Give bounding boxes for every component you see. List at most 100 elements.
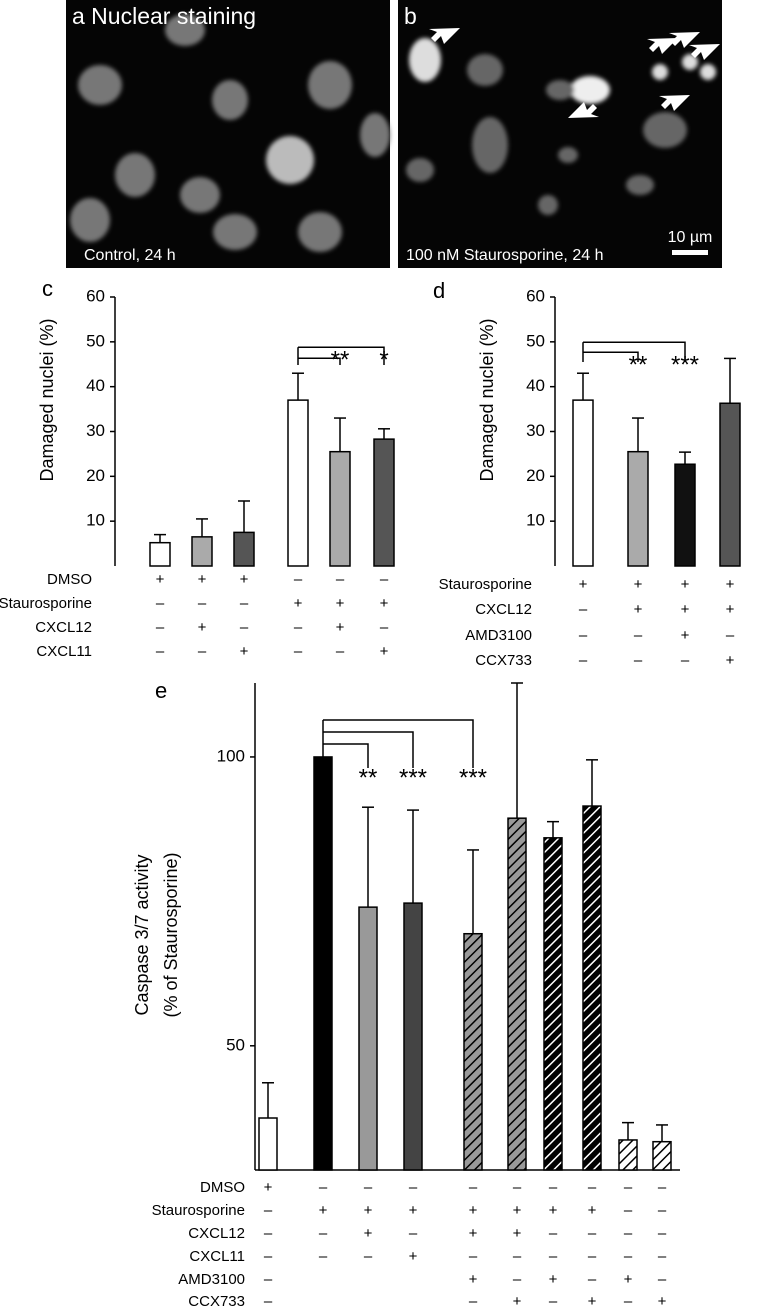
condition-mark: + [319, 1202, 328, 1219]
condition-mark: – [549, 1179, 558, 1196]
condition-mark: + [469, 1225, 478, 1242]
condition-mark: – [588, 1225, 597, 1242]
condition-mark: + [588, 1202, 597, 1219]
bracket [323, 719, 474, 768]
micrograph-b: b 100 nM Staurosporine, 24 h 10 µm [398, 0, 722, 268]
significance-label: ** [331, 346, 350, 373]
condition-label: CXCL11 [36, 643, 92, 660]
condition-mark: + [726, 576, 735, 593]
condition-mark: – [658, 1179, 667, 1196]
y-tick-label: 60 [86, 286, 105, 305]
y-tick-label: 100 [217, 746, 245, 765]
condition-mark: + [364, 1202, 373, 1219]
condition-mark: – [264, 1271, 273, 1288]
y-tick-label: 60 [526, 286, 545, 305]
bar [358, 906, 378, 1171]
significance-label: ** [359, 764, 378, 791]
y-tick-label: 40 [86, 376, 105, 395]
condition-mark: + [634, 576, 643, 593]
error-bar [334, 417, 346, 452]
condition-mark: – [624, 1202, 633, 1219]
bracket [298, 357, 341, 365]
condition-mark: + [198, 619, 207, 636]
error-bar [724, 357, 736, 404]
y-axis-label: Damaged nuclei (%) [37, 318, 57, 481]
condition-mark: – [634, 627, 643, 644]
condition-mark: – [681, 652, 690, 669]
bar [233, 531, 255, 567]
condition-mark: + [380, 643, 389, 660]
condition-mark: + [469, 1202, 478, 1219]
condition-mark: – [549, 1225, 558, 1242]
condition-mark: – [513, 1248, 522, 1265]
bar [719, 402, 741, 567]
condition-mark: – [156, 643, 165, 660]
error-bar [547, 820, 559, 838]
condition-mark: + [549, 1271, 558, 1288]
condition-mark: – [624, 1248, 633, 1265]
condition-mark: – [624, 1293, 633, 1308]
significance-label: ** [629, 351, 648, 378]
condition-mark: – [579, 652, 588, 669]
y-tick-label: 50 [86, 331, 105, 350]
condition-mark: – [264, 1293, 273, 1308]
condition-mark: – [294, 619, 303, 636]
error-bar [378, 428, 390, 440]
bracket [583, 341, 686, 362]
condition-mark: – [588, 1179, 597, 1196]
error-bar [656, 1124, 668, 1142]
bar [287, 399, 309, 567]
bar [463, 932, 483, 1171]
panel-label: c [42, 276, 53, 301]
caption-a: Control, 24 h [84, 247, 176, 264]
condition-mark: – [319, 1179, 328, 1196]
condition-mark: + [264, 1179, 273, 1196]
condition-mark: – [409, 1225, 418, 1242]
condition-label: DMSO [47, 571, 92, 588]
condition-mark: – [469, 1293, 478, 1308]
error-bar [586, 759, 598, 807]
condition-mark: – [198, 595, 207, 612]
bracket [323, 731, 414, 768]
condition-mark: + [681, 601, 690, 618]
condition-mark: + [658, 1293, 667, 1308]
significance-label: *** [671, 351, 699, 378]
condition-mark: – [364, 1179, 373, 1196]
bar [543, 837, 563, 1171]
bar [373, 438, 395, 567]
condition-mark: + [336, 595, 345, 612]
condition-mark: – [658, 1225, 667, 1242]
error-bar [467, 849, 479, 934]
bar [572, 399, 594, 567]
condition-mark: – [579, 627, 588, 644]
y-tick-label: 20 [86, 466, 105, 485]
error-bar [407, 809, 419, 904]
condition-mark: – [409, 1179, 418, 1196]
condition-mark: + [513, 1225, 522, 1242]
condition-mark: – [469, 1179, 478, 1196]
y-tick-label: 30 [86, 421, 105, 440]
y-axis-label: Damaged nuclei (%) [477, 318, 497, 481]
condition-mark: – [319, 1248, 328, 1265]
panel-b-label: b [404, 3, 417, 29]
significance-label: *** [459, 764, 487, 791]
condition-mark: + [549, 1202, 558, 1219]
error-bar [577, 372, 589, 401]
y-tick-label: 50 [226, 1035, 245, 1054]
condition-mark: – [240, 595, 249, 612]
condition-mark: – [579, 601, 588, 618]
condition-mark: – [513, 1179, 522, 1196]
bracket [583, 351, 639, 362]
condition-label: CXCL12 [475, 601, 532, 618]
condition-mark: – [513, 1271, 522, 1288]
bracket [323, 743, 369, 768]
condition-mark: + [624, 1271, 633, 1288]
error-bar [154, 533, 166, 543]
condition-mark: – [658, 1248, 667, 1265]
condition-mark: + [681, 627, 690, 644]
bar [507, 817, 527, 1171]
condition-mark: – [624, 1179, 633, 1196]
condition-mark: – [364, 1248, 373, 1265]
significance-label: *** [399, 764, 427, 791]
bar [258, 1117, 278, 1171]
